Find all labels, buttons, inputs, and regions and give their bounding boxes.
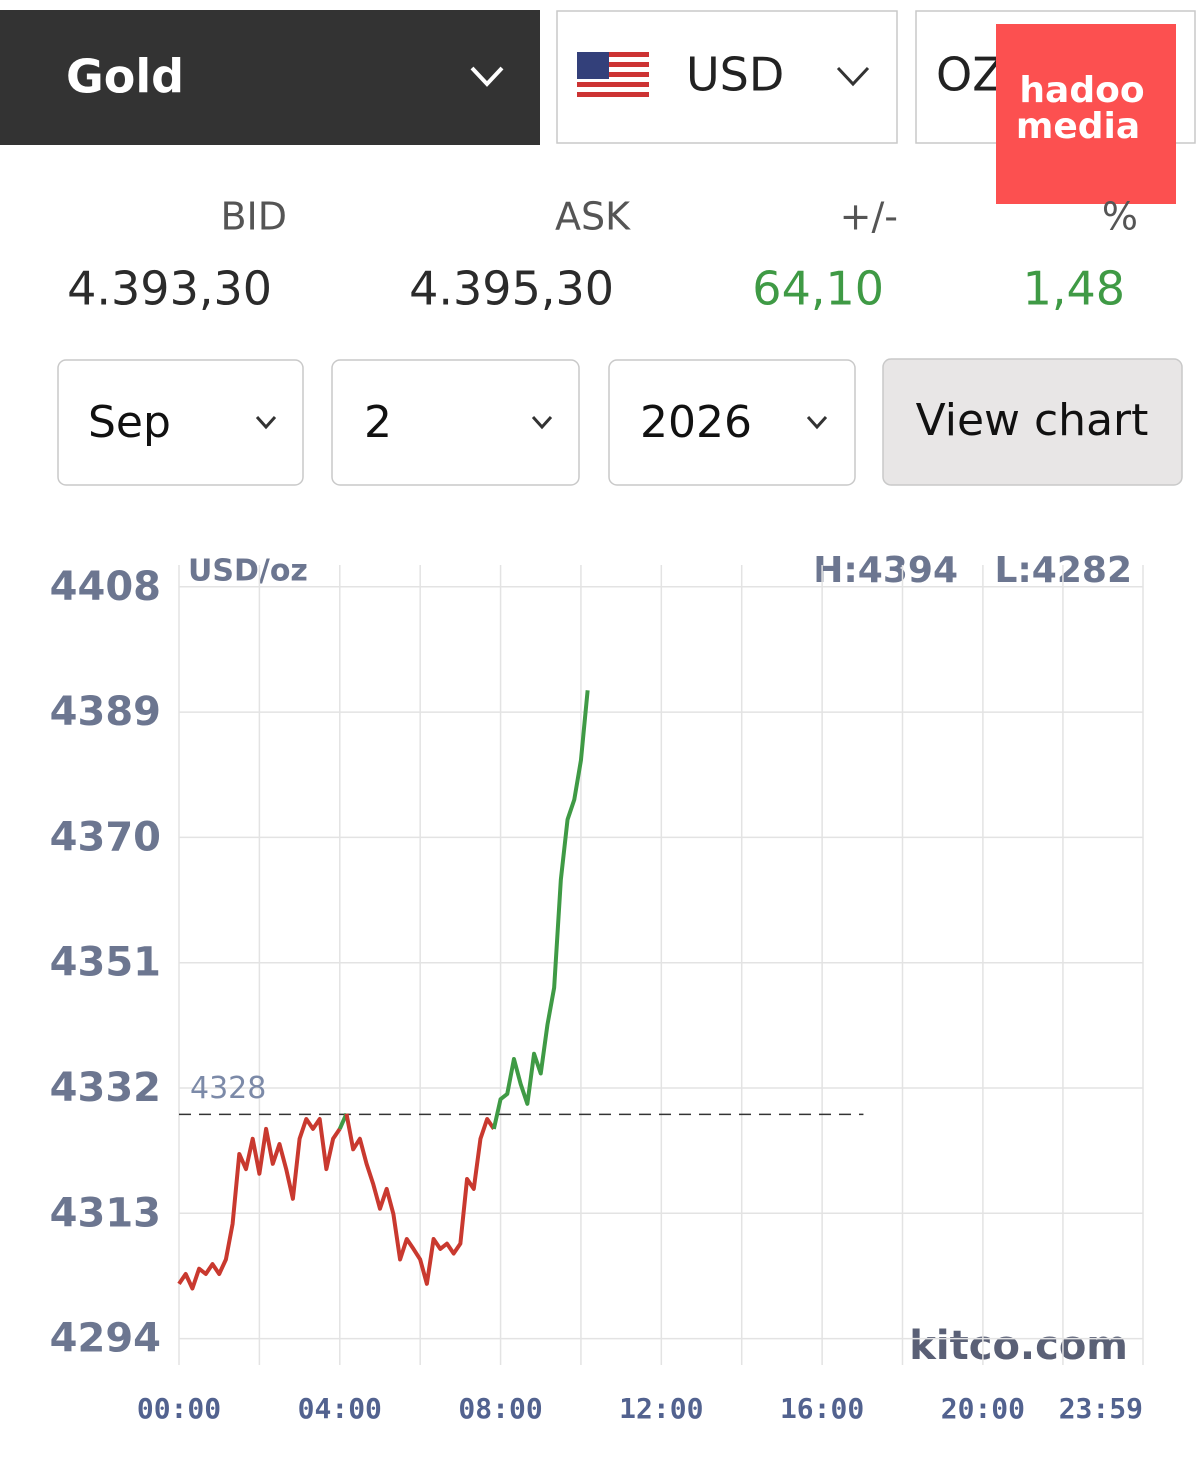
x-tick-label: 12:00: [619, 1392, 703, 1425]
x-tick-label: 20:00: [941, 1392, 1025, 1425]
price-line: [491, 690, 590, 1130]
source-label: kitco.com: [909, 1323, 1128, 1369]
month-label: Sep: [88, 397, 171, 448]
month-select[interactable]: [57, 359, 304, 486]
change-value: 64,10: [752, 262, 884, 316]
day-select[interactable]: [331, 359, 580, 486]
metal-select[interactable]: [0, 10, 540, 145]
watermark-box: [996, 24, 1176, 204]
reference-label: 4328: [190, 1071, 266, 1106]
watermark: media: [1016, 106, 1140, 147]
unit-label: USD/oz: [188, 554, 308, 589]
chevron: [836, 66, 870, 87]
unit-label: OZ: [936, 48, 1004, 102]
y-tick-label: 4389: [50, 689, 161, 735]
price-line: [344, 1113, 496, 1286]
bid-value: 4.393,30: [67, 262, 272, 316]
chevron: [255, 415, 277, 430]
metal-label: Gold: [66, 50, 184, 104]
y-tick-label: 4351: [50, 940, 161, 986]
quote-header: BID: [220, 195, 287, 239]
x-tick-label: 16:00: [780, 1392, 864, 1425]
x-tick-label: 08:00: [458, 1392, 542, 1425]
button-label: View chart: [916, 395, 1149, 446]
day-label: 2: [364, 397, 392, 448]
x-tick-label: 00:00: [137, 1392, 221, 1425]
quote-header: %: [1102, 195, 1138, 239]
quote-header: +/-: [840, 195, 898, 239]
y-tick-label: 4294: [50, 1316, 161, 1362]
chart: USD/oz H:4394 L:4282 kitco.com: [188, 550, 1132, 1369]
currency-label: USD: [686, 48, 784, 102]
x-tick-label: 23:59: [1059, 1392, 1143, 1425]
us-flag: [577, 52, 649, 102]
chevron: [531, 415, 553, 430]
ask-value: 4.395,30: [409, 262, 614, 316]
y-tick-label: 4408: [50, 564, 161, 610]
watermark: hadoo: [1019, 70, 1144, 111]
quote-header: ASK: [555, 195, 631, 239]
x-tick-label: 04:00: [298, 1392, 382, 1425]
high-label: H:4394: [813, 550, 958, 591]
view-chart-button[interactable]: [882, 358, 1183, 486]
y-tick-label: 4313: [50, 1190, 161, 1236]
chevron: [470, 66, 504, 87]
year-label: 2026: [640, 397, 752, 448]
y-tick-label: 4370: [50, 814, 161, 860]
chevron: [806, 415, 828, 430]
price-line: [177, 1117, 342, 1291]
y-tick-label: 4332: [50, 1065, 161, 1111]
year-select[interactable]: [608, 359, 856, 486]
percent-value: 1,48: [1023, 262, 1125, 316]
